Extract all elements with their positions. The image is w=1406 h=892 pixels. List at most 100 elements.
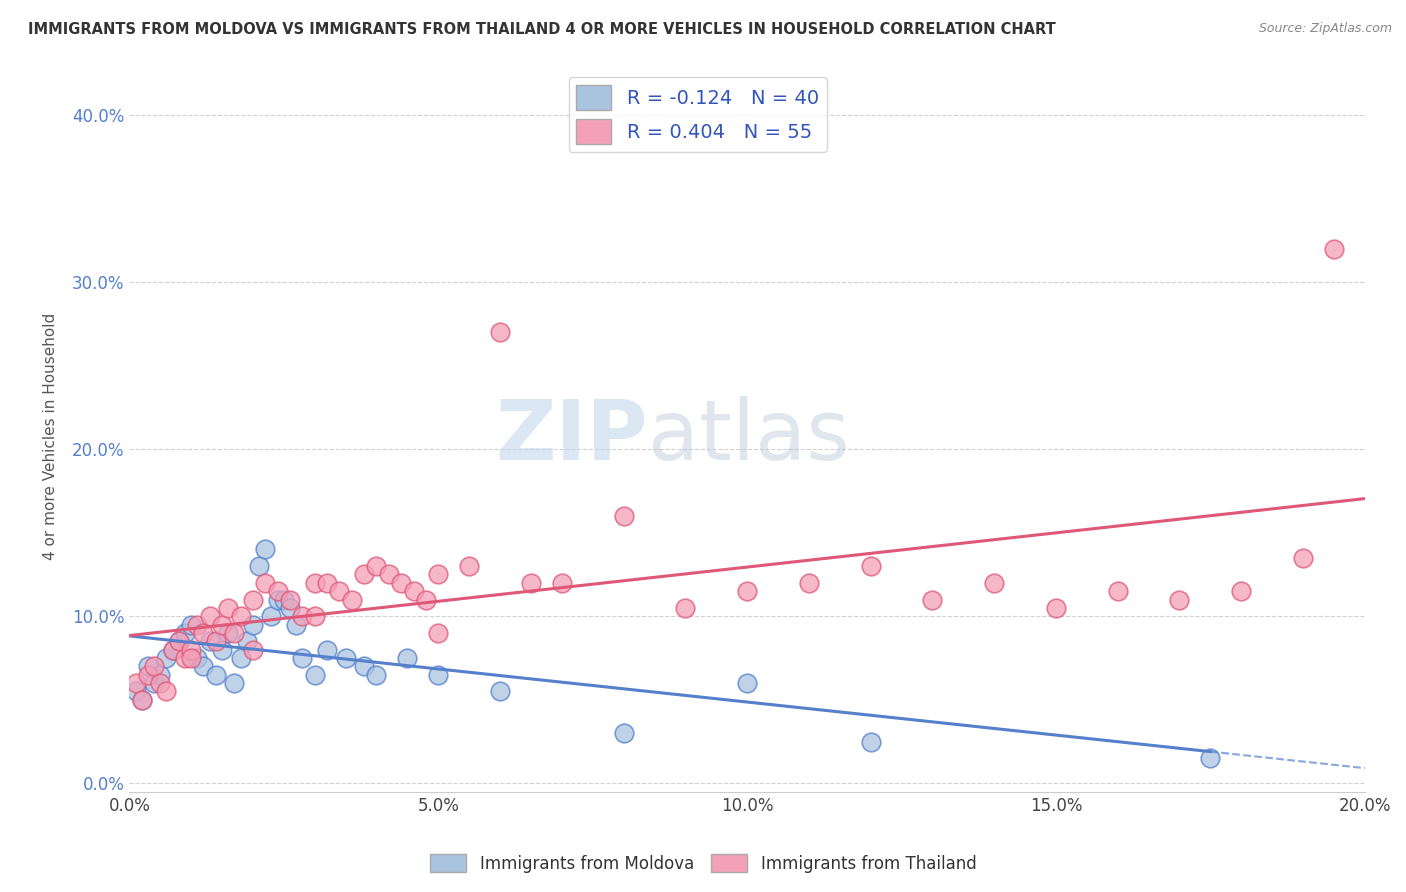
Point [1230, 584, 1253, 599]
Point [193, 659, 215, 673]
Point [131, 693, 153, 707]
Point [229, 651, 252, 665]
Point [797, 575, 820, 590]
Point [205, 634, 228, 648]
Point [124, 684, 146, 698]
Point [254, 542, 277, 557]
Point [278, 600, 301, 615]
Point [1199, 751, 1222, 765]
Point [266, 592, 288, 607]
Point [180, 617, 202, 632]
Point [735, 584, 758, 599]
Point [291, 609, 314, 624]
Point [353, 567, 375, 582]
Point [266, 584, 288, 599]
Point [1323, 242, 1346, 256]
Point [859, 559, 882, 574]
Point [198, 609, 221, 624]
Point [211, 642, 233, 657]
Point [235, 634, 257, 648]
Point [612, 726, 634, 740]
Point [304, 609, 326, 624]
Point [402, 584, 425, 599]
Point [304, 667, 326, 681]
Point [242, 617, 264, 632]
Point [921, 592, 943, 607]
Point [316, 575, 339, 590]
Point [378, 567, 401, 582]
Point [260, 609, 283, 624]
Text: ZIP: ZIP [496, 396, 648, 477]
Point [186, 617, 208, 632]
Point [328, 584, 350, 599]
Point [612, 508, 634, 523]
Point [427, 567, 450, 582]
Y-axis label: 4 or more Vehicles in Household: 4 or more Vehicles in Household [44, 313, 58, 560]
Point [149, 667, 172, 681]
Point [217, 626, 239, 640]
Point [155, 684, 177, 698]
Point [366, 559, 388, 574]
Point [242, 642, 264, 657]
Text: atlas: atlas [648, 396, 851, 477]
Point [859, 734, 882, 748]
Point [316, 642, 339, 657]
Point [396, 651, 419, 665]
Point [304, 575, 326, 590]
Point [389, 575, 412, 590]
Point [247, 559, 270, 574]
Legend: R = -0.124   N = 40, R = 0.404   N = 55: R = -0.124 N = 40, R = 0.404 N = 55 [568, 77, 827, 153]
Text: IMMIGRANTS FROM MOLDOVA VS IMMIGRANTS FROM THAILAND 4 OR MORE VEHICLES IN HOUSEH: IMMIGRANTS FROM MOLDOVA VS IMMIGRANTS FR… [28, 22, 1056, 37]
Point [136, 667, 159, 681]
Point [1292, 550, 1315, 565]
Point [335, 651, 357, 665]
Point [353, 659, 375, 673]
Point [551, 575, 574, 590]
Point [167, 634, 190, 648]
Point [242, 592, 264, 607]
Point [520, 575, 543, 590]
Point [124, 676, 146, 690]
Point [162, 642, 184, 657]
Point [217, 600, 239, 615]
Point [131, 693, 153, 707]
Point [1045, 600, 1067, 615]
Text: Source: ZipAtlas.com: Source: ZipAtlas.com [1258, 22, 1392, 36]
Point [489, 684, 512, 698]
Point [167, 634, 190, 648]
Point [273, 592, 295, 607]
Point [193, 626, 215, 640]
Point [1107, 584, 1129, 599]
Point [458, 559, 481, 574]
Point [198, 634, 221, 648]
Point [415, 592, 437, 607]
Point [427, 626, 450, 640]
Point [427, 667, 450, 681]
Point [143, 676, 166, 690]
Point [278, 592, 301, 607]
Point [291, 651, 314, 665]
Point [180, 642, 202, 657]
Point [735, 676, 758, 690]
Point [186, 651, 208, 665]
Legend: Immigrants from Moldova, Immigrants from Thailand: Immigrants from Moldova, Immigrants from… [423, 847, 983, 880]
Point [366, 667, 388, 681]
Point [211, 617, 233, 632]
Point [224, 676, 246, 690]
Point [285, 617, 308, 632]
Point [340, 592, 363, 607]
Point [205, 667, 228, 681]
Point [136, 659, 159, 673]
Point [489, 325, 512, 339]
Point [155, 651, 177, 665]
Point [229, 609, 252, 624]
Point [149, 676, 172, 690]
Point [254, 575, 277, 590]
Point [162, 642, 184, 657]
Point [673, 600, 696, 615]
Point [983, 575, 1005, 590]
Point [224, 626, 246, 640]
Point [180, 651, 202, 665]
Point [143, 659, 166, 673]
Point [174, 626, 197, 640]
